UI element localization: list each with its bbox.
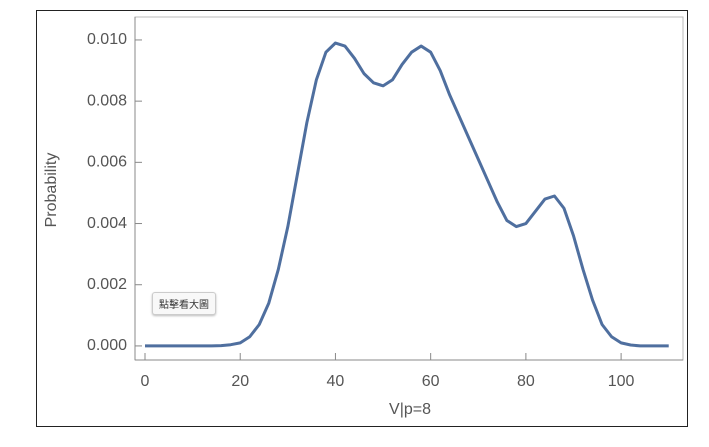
y-axis-label: Probability bbox=[43, 153, 60, 228]
x-tick-label: 0 bbox=[141, 373, 150, 390]
y-tick-label: 0.004 bbox=[87, 215, 127, 232]
x-axis-label: V|p=8 bbox=[389, 401, 431, 418]
y-tick-label: 0.000 bbox=[87, 337, 127, 354]
plot-frame bbox=[134, 16, 684, 361]
x-tick-label: 20 bbox=[231, 373, 249, 390]
x-tick-label: 40 bbox=[327, 373, 345, 390]
y-tick-label: 0.008 bbox=[87, 92, 127, 109]
view-large-button[interactable]: 點擊看大圖 bbox=[152, 292, 216, 315]
y-tick-label: 0.002 bbox=[87, 276, 127, 293]
data-line bbox=[145, 41, 669, 348]
image-border bbox=[36, 10, 688, 427]
y-tick-label: 0.010 bbox=[87, 31, 127, 48]
x-tick-label: 80 bbox=[517, 373, 535, 390]
x-tick-label: 100 bbox=[608, 373, 635, 390]
x-tick-label: 60 bbox=[422, 373, 440, 390]
y-tick-label: 0.006 bbox=[87, 154, 127, 171]
